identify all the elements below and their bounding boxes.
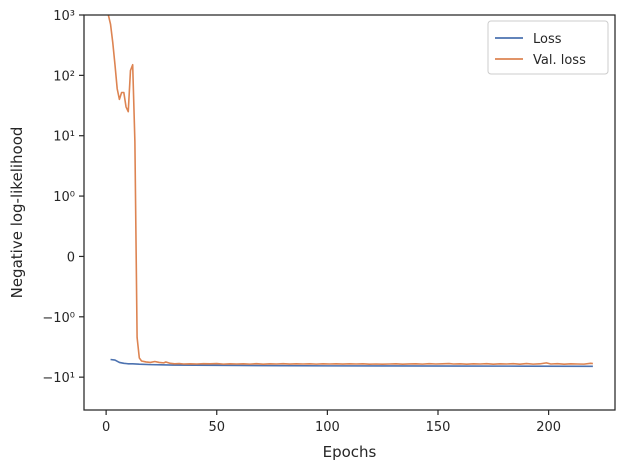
legend: Loss Val. loss [487,20,609,75]
series-line-0 [110,358,593,368]
x-tick-label: 0 [102,420,110,435]
y-tick-label: 10⁰ [53,190,75,205]
plot-frame [83,14,616,411]
y-tick-label: 0 [67,250,75,265]
x-axis-label: Epochs [323,443,377,461]
x-axis-ticks: 0 50 100 150 200 [102,410,561,435]
series-layer [107,15,593,368]
x-tick-label: 150 [426,420,451,435]
y-tick-label: 10² [53,69,75,84]
x-tick-label: 200 [536,420,561,435]
series-line-1 [107,15,593,365]
y-tick-label: 10³ [53,9,75,24]
legend-box [487,20,609,75]
y-tick-label: 10¹ [53,130,75,145]
x-tick-label: 50 [208,420,225,435]
x-tick-label: 100 [315,420,340,435]
y-axis-label: Negative log-likelihood [8,127,26,299]
legend-label-1: Val. loss [533,53,586,68]
legend-label-0: Loss [533,32,562,47]
plot-background [84,15,615,410]
y-tick-label: −10⁰ [42,311,75,326]
y-axis-ticks: −10¹ −10⁰ 0 10⁰ 10¹ 10² 10³ [42,9,84,386]
y-tick-label: −10¹ [42,371,75,386]
